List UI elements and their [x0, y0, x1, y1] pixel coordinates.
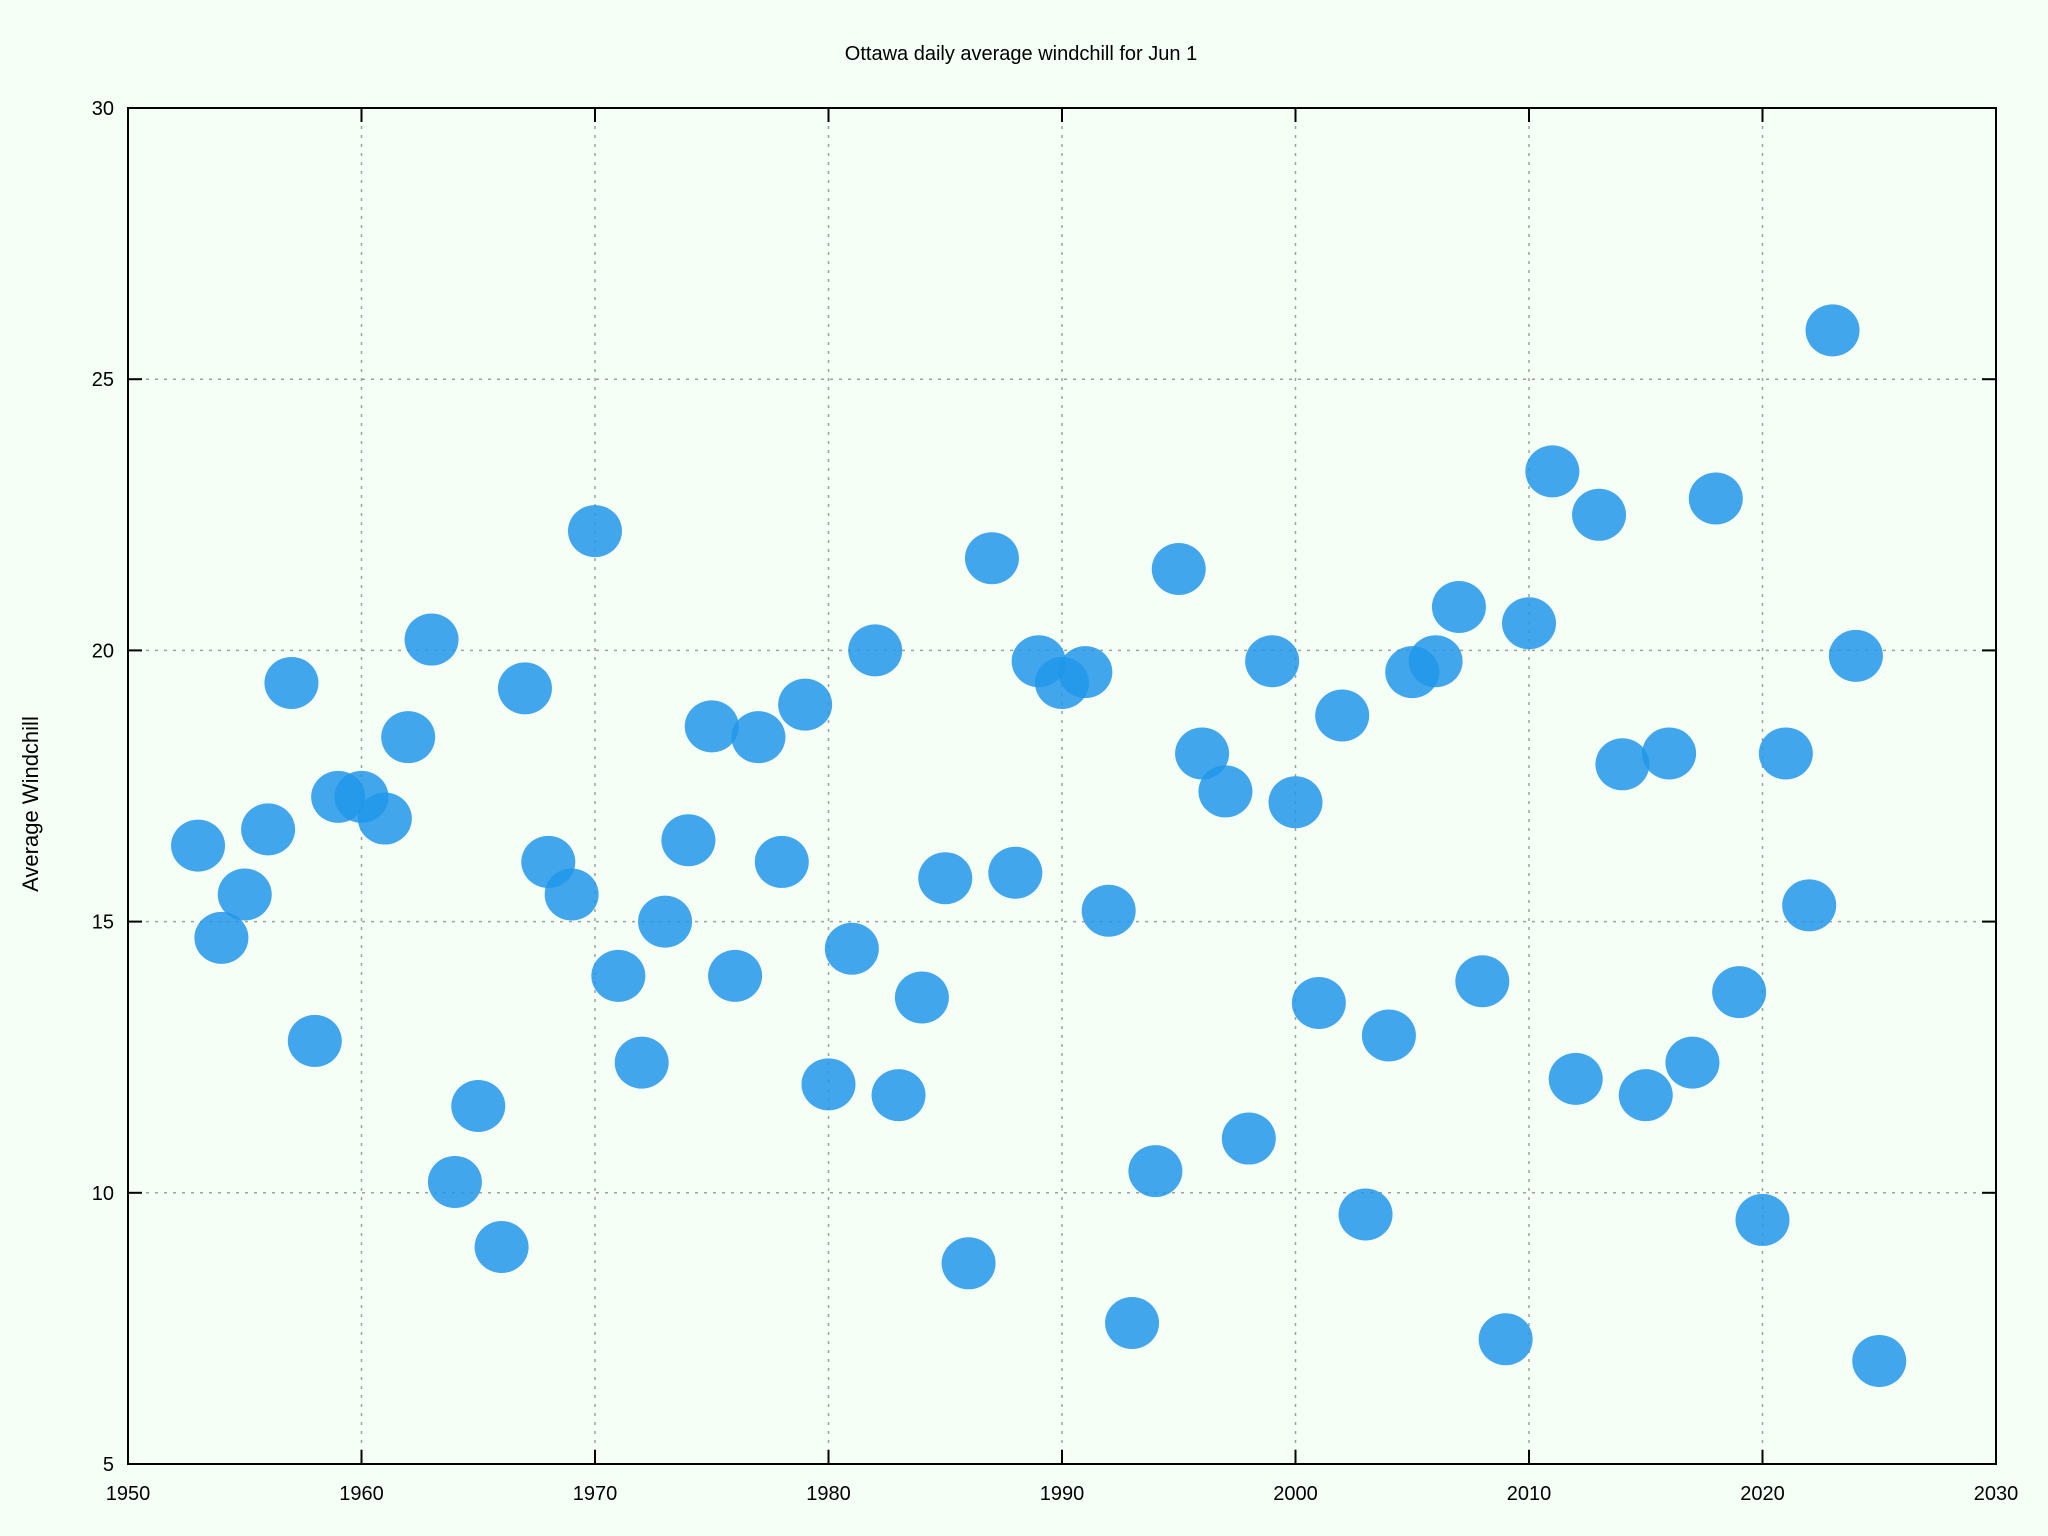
- data-point: [1782, 879, 1837, 932]
- data-point: [1245, 635, 1300, 688]
- x-tick-label: 2000: [1273, 1483, 1318, 1505]
- data-point: [731, 711, 786, 764]
- x-tick-label: 1950: [106, 1483, 151, 1505]
- data-point: [1852, 1334, 1907, 1387]
- data-point: [1665, 1036, 1720, 1089]
- data-point: [1338, 1188, 1393, 1241]
- data-point: [591, 949, 646, 1002]
- grid-lines: [128, 108, 1996, 1464]
- y-tick-label: 20: [92, 640, 114, 662]
- data-point: [171, 819, 226, 872]
- data-point: [1291, 976, 1346, 1029]
- x-tick-label: 2030: [1974, 1483, 2019, 1505]
- data-point: [801, 1058, 856, 1111]
- data-point: [1618, 1069, 1673, 1122]
- data-point: [1315, 689, 1370, 742]
- data-point: [1455, 955, 1510, 1008]
- data-point: [871, 1069, 926, 1122]
- data-point: [638, 895, 693, 948]
- data-point: [1478, 1313, 1533, 1366]
- data-point: [1408, 635, 1463, 688]
- y-tick-label: 10: [92, 1183, 114, 1205]
- data-point: [1431, 581, 1486, 634]
- data-point: [1361, 1009, 1416, 1062]
- data-point: [1105, 1296, 1160, 1349]
- data-point: [217, 868, 272, 921]
- data-point: [941, 1237, 996, 1290]
- data-point: [1712, 966, 1767, 1019]
- x-tick-label: 1990: [1040, 1483, 1085, 1505]
- data-point: [1688, 472, 1743, 525]
- data-point: [1735, 1193, 1790, 1246]
- data-point: [1175, 727, 1230, 780]
- plot-area-frame: [127, 107, 1997, 1465]
- data-point: [1502, 597, 1556, 650]
- data-point: [1595, 738, 1650, 791]
- data-point: [684, 700, 739, 753]
- data-point: [474, 1221, 529, 1274]
- data-point: [1525, 445, 1580, 498]
- data-point: [778, 678, 833, 731]
- data-point: [427, 1155, 482, 1208]
- data-point: [497, 662, 552, 715]
- y-tick-label: 5: [103, 1454, 114, 1476]
- data-point: [451, 1080, 506, 1133]
- data-point: [1828, 629, 1883, 682]
- data-point: [1081, 884, 1136, 937]
- data-point: [1198, 765, 1253, 818]
- data-point: [1268, 776, 1323, 829]
- data-point: [661, 814, 716, 867]
- data-point: [988, 846, 1043, 899]
- data-point: [1128, 1145, 1183, 1198]
- data-point: [918, 852, 973, 905]
- data-point: [824, 922, 879, 975]
- data-point: [708, 949, 763, 1002]
- y-axis-label: Average Windchill: [18, 716, 43, 892]
- data-point: [1151, 543, 1206, 596]
- data-point: [194, 911, 249, 964]
- y-tick-label: 15: [92, 912, 114, 934]
- data-points: [171, 304, 1907, 1387]
- chart-title: Ottawa daily average windchill for Jun 1: [845, 43, 1197, 65]
- data-point: [1642, 727, 1697, 780]
- data-point: [404, 613, 459, 666]
- data-point: [1221, 1112, 1276, 1165]
- data-point: [1058, 646, 1113, 699]
- data-point: [614, 1036, 669, 1089]
- data-point: [1548, 1052, 1603, 1105]
- x-tick-label: 1960: [339, 1483, 384, 1505]
- data-point: [1805, 304, 1860, 357]
- x-tick-label: 2020: [1740, 1483, 1785, 1505]
- data-point: [264, 656, 319, 709]
- data-point: [241, 803, 296, 856]
- data-point: [1758, 727, 1813, 780]
- axis-ticks: 1950 1960 1970 1980 1990 2000 2010 2020 20305101…: [92, 98, 2019, 1505]
- data-point: [287, 1014, 342, 1067]
- data-point: [894, 971, 949, 1024]
- data-point: [1572, 488, 1627, 541]
- data-point: [381, 711, 436, 764]
- data-point: [754, 835, 809, 888]
- data-point: [568, 505, 622, 558]
- x-tick-label: 1970: [573, 1483, 618, 1505]
- data-point: [848, 624, 903, 677]
- y-tick-label: 30: [92, 98, 114, 120]
- data-point: [964, 532, 1019, 585]
- y-tick-label: 25: [92, 369, 114, 391]
- data-point: [544, 868, 599, 921]
- x-tick-label: 2010: [1507, 1483, 1552, 1505]
- x-tick-label: 1980: [806, 1483, 851, 1505]
- data-point: [357, 792, 412, 845]
